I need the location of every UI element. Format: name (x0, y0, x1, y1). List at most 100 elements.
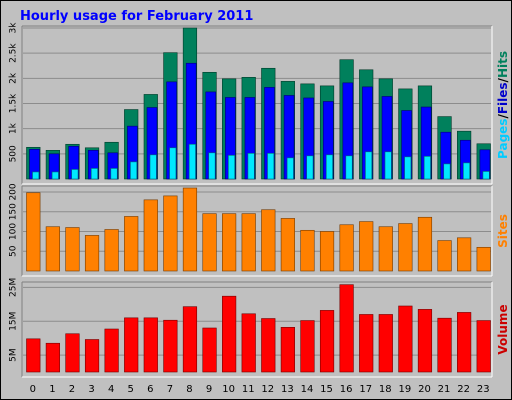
bar-pages-hour-9 (208, 152, 216, 180)
bar-sites-hour-7 (163, 195, 178, 272)
bar-volume-hour-6 (143, 317, 158, 373)
bar-volume-hour-9 (202, 327, 217, 373)
y-tick-label: 500 (9, 145, 19, 162)
bar-sites-hour-21 (437, 240, 452, 272)
y-tick-label: 200 (9, 183, 19, 200)
bar-volume-hour-11 (241, 313, 256, 373)
bar-volume-hour-17 (359, 314, 374, 373)
bar-volume-hour-0 (26, 338, 41, 373)
bar-sites-hour-6 (143, 199, 158, 272)
bar-sites-hour-20 (417, 216, 433, 272)
bar-pages-hour-21 (443, 163, 451, 180)
bar-volume-hour-10 (222, 295, 237, 373)
x-tick-label: 4 (108, 384, 114, 395)
bar-pages-hour-7 (169, 147, 177, 180)
bar-pages-hour-2 (71, 169, 79, 180)
x-tick-label: 0 (30, 384, 36, 395)
bar-volume-hour-13 (280, 327, 295, 373)
bar-sites-hour-1 (45, 226, 60, 272)
bar-pages-hour-13 (286, 157, 294, 180)
bar-volume-hour-21 (437, 317, 452, 373)
y-tick-label: 150 (9, 203, 19, 220)
bar-pages-hour-14 (306, 155, 314, 180)
x-tick-label: 16 (340, 384, 353, 395)
bar-volume-hour-16 (339, 284, 354, 373)
chart-title: Hourly usage for February 2011 (20, 9, 253, 24)
bar-pages-hour-12 (267, 153, 275, 180)
x-tick-label: 17 (359, 384, 372, 395)
bar-sites-hour-16 (339, 224, 354, 272)
bar-volume-hour-8 (182, 306, 198, 373)
bar-pages-hour-11 (247, 153, 255, 180)
y-tick-label: 3k (9, 22, 19, 34)
bar-sites-hour-9 (202, 213, 217, 272)
y-tick-label: 50 (9, 245, 19, 257)
bar-volume-hour-15 (319, 310, 335, 373)
bar-sites-hour-17 (359, 221, 374, 272)
x-tick-label: 6 (147, 384, 153, 395)
y-tick-label: 25M (9, 278, 19, 297)
panel-ylabel: Volume (496, 304, 510, 354)
x-tick-label: 3 (88, 384, 94, 395)
bar-sites-hour-14 (300, 229, 315, 272)
bar-volume-hour-23 (476, 320, 491, 373)
bar-sites-hour-11 (241, 213, 256, 272)
x-tick-label: 8 (186, 384, 192, 395)
x-tick-label: 20 (418, 384, 431, 395)
bar-pages-hour-8 (188, 143, 196, 180)
panel-ylabel-part: Volume (496, 304, 510, 354)
bar-sites-hour-23 (476, 246, 491, 272)
x-tick-label: 13 (281, 384, 294, 395)
y-tick-label: 15M (9, 312, 19, 331)
bar-volume-hour-20 (417, 309, 433, 373)
bar-volume-hour-3 (84, 339, 100, 373)
panel-ylabel-part: Sites (496, 214, 510, 248)
bar-pages-hour-5 (130, 161, 138, 180)
panel-ylabel-part: Hits (496, 51, 510, 78)
bar-sites-hour-4 (104, 229, 119, 272)
bar-sites-hour-2 (65, 227, 80, 272)
x-tick-label: 11 (242, 384, 255, 395)
bar-sites-hour-3 (84, 235, 100, 272)
x-tick-label: 2 (69, 384, 75, 395)
y-tick-label: 1.5k (9, 93, 19, 113)
bar-sites-hour-10 (222, 213, 237, 272)
bar-volume-hour-18 (378, 314, 393, 373)
bar-volume-hour-4 (104, 328, 119, 373)
panel-volume: 5M 15M 25M Volume (9, 278, 510, 378)
bar-sites-hour-0 (26, 192, 41, 272)
x-tick-label: 19 (399, 384, 412, 395)
bar-pages-hour-23 (482, 171, 490, 180)
y-tick-label: 2.5k (9, 43, 19, 63)
bar-volume-hour-12 (261, 318, 276, 373)
bar-pages-hour-4 (110, 168, 118, 180)
x-tick-label: 15 (320, 384, 333, 395)
panel-ylabel: Sites (496, 214, 510, 248)
bar-sites-hour-13 (280, 218, 295, 272)
panel-background (22, 26, 492, 184)
x-tick-label: 22 (457, 384, 470, 395)
bar-sites-hour-22 (457, 237, 472, 272)
bar-pages-hour-22 (463, 162, 471, 180)
bar-pages-hour-1 (51, 171, 59, 180)
x-tick-label: 10 (222, 384, 235, 395)
bar-pages-hour-17 (365, 151, 373, 180)
panel-sites: 50 100 150 200 Sites (9, 183, 510, 277)
bar-pages-hour-6 (149, 154, 157, 180)
bar-sites-hour-5 (124, 216, 139, 272)
bar-sites-hour-15 (319, 231, 335, 272)
x-tick-label: 23 (477, 384, 490, 395)
bar-volume-hour-14 (300, 320, 315, 373)
x-tick-label: 5 (128, 384, 134, 395)
x-tick-label: 1 (49, 384, 55, 395)
bar-volume-hour-2 (65, 333, 80, 373)
x-tick-label: 14 (301, 384, 314, 395)
bar-sites-hour-18 (378, 226, 393, 272)
panel-ylabel-part: / (496, 77, 510, 82)
bar-pages-hour-19 (404, 156, 412, 180)
x-axis-tick-labels: 0 1 2 3 4 5 6 7 8 9 10 11 12 13 14 15 16 17 18 19 20 21 22 23 (30, 384, 490, 395)
bar-pages-hour-3 (90, 168, 98, 180)
bar-pages-hour-10 (228, 155, 236, 180)
panel-ylabel-part: Files (496, 82, 510, 114)
